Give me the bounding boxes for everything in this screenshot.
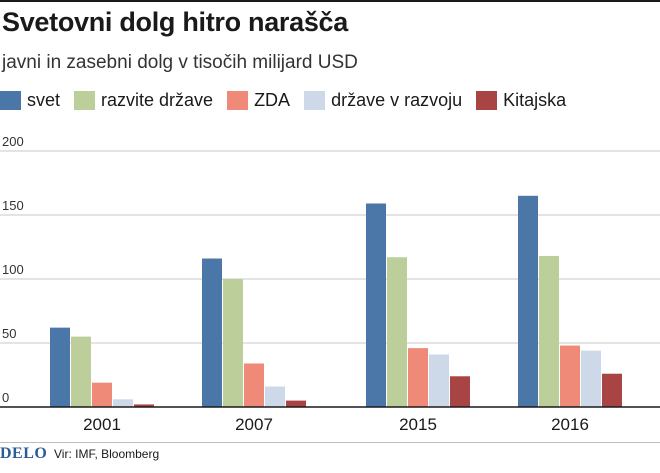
bar: [539, 255, 559, 407]
legend-swatch: [74, 90, 96, 110]
x-tick-label: 2001: [83, 415, 121, 434]
chart-subtitle: javni in zasebni dolg v tisočih milijard…: [2, 52, 358, 73]
source-note: Vir: IMF, Bloomberg: [54, 447, 160, 461]
legend-swatch: [476, 90, 498, 110]
x-tick-label: 2007: [235, 415, 273, 434]
bar: [71, 336, 91, 407]
legend-item: ZDA: [227, 90, 290, 111]
bar: [265, 386, 285, 407]
bar: [518, 195, 538, 407]
chart-title: Svetovni dolg hitro narašča: [2, 7, 348, 37]
bar: [602, 373, 622, 407]
y-tick-label: 150: [2, 198, 24, 213]
bar: [408, 348, 428, 407]
bar: [286, 400, 306, 407]
legend-label: razvite države: [101, 89, 214, 110]
bar: [366, 203, 386, 407]
x-tick-label: 2015: [399, 415, 437, 434]
bar: [134, 404, 154, 407]
bar: [244, 363, 264, 407]
bar: [50, 327, 70, 407]
legend-label: ZDA: [254, 89, 291, 110]
legend-swatch: [227, 90, 249, 110]
footer-rule: [0, 442, 660, 443]
bar: [429, 354, 449, 407]
legend-item: svet: [0, 90, 60, 111]
bar: [450, 376, 470, 407]
legend-label: svet: [27, 89, 61, 110]
bar: [113, 399, 133, 407]
y-tick-label: 200: [2, 134, 24, 149]
legend: svet razvite države ZDA države v razvoju Kit…: [0, 88, 580, 112]
y-tick-label: 100: [2, 262, 24, 277]
legend-item: razvite države: [74, 90, 213, 111]
legend-item: države v razvoju: [304, 90, 462, 111]
y-tick-label: 0: [2, 390, 9, 405]
top-rule: [0, 0, 660, 2]
y-tick-label: 50: [2, 326, 16, 341]
bar: [92, 382, 112, 407]
legend-item: Kitajska: [476, 90, 566, 111]
legend-label: Kitajska: [503, 89, 567, 110]
bar: [581, 350, 601, 407]
bar: [387, 257, 407, 407]
legend-swatch: [304, 90, 326, 110]
bar: [202, 258, 222, 407]
bar: [223, 279, 243, 407]
legend-label: države v razvoju: [331, 89, 463, 110]
bar: [560, 345, 580, 407]
x-tick-label: 2016: [551, 415, 589, 434]
legend-swatch: [0, 90, 21, 110]
brand-logo: DELO: [0, 445, 48, 462]
